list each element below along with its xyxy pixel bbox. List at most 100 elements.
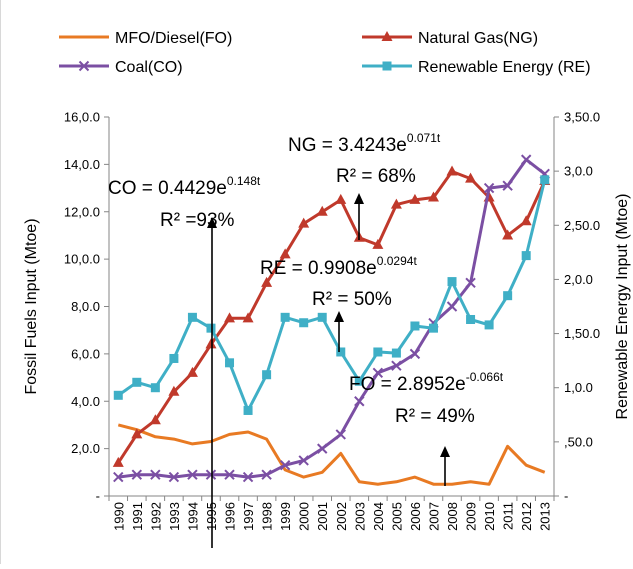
data-point xyxy=(299,318,309,328)
x-tick-label: 1991 xyxy=(130,502,145,531)
data-point xyxy=(520,215,532,226)
y-right-tick-label: ,50.0 xyxy=(564,434,593,449)
data-point xyxy=(521,251,531,261)
y-right-tick-label: - xyxy=(564,489,568,504)
series-0 xyxy=(117,423,546,486)
series-line xyxy=(117,423,546,486)
data-point xyxy=(373,347,383,357)
x-tick-label: 1990 xyxy=(111,502,126,531)
annotation-equation-exponent: 0.0294t xyxy=(377,254,418,268)
y-left-tick-label: 6,0.0 xyxy=(71,346,100,361)
series-layer xyxy=(112,154,551,486)
y-left-tick-label: 10,0.0 xyxy=(64,252,100,267)
data-point xyxy=(186,366,198,377)
y-right-tick-label: 1,0.0 xyxy=(564,380,593,395)
y-axis-right-title: Renewable Energy Input (Mtoe) xyxy=(614,194,631,420)
data-point xyxy=(372,367,384,379)
data-point xyxy=(466,314,476,324)
x-tick-label: 2010 xyxy=(482,502,497,531)
y-left-tick-label: 14,0.0 xyxy=(64,157,100,172)
annotation-arrow-head xyxy=(440,446,450,457)
series-3 xyxy=(113,175,550,415)
data-point xyxy=(280,312,290,322)
x-tick-label: 2013 xyxy=(538,502,553,531)
annotation-ng: NG = 3.4243e0.071t R² = 68% xyxy=(288,131,441,240)
annotation-equation-base: CO = 0.4429e xyxy=(108,178,227,199)
data-point xyxy=(428,323,438,333)
data-point xyxy=(391,360,402,371)
y-left-tick-label: 4,0.0 xyxy=(71,394,100,409)
data-point xyxy=(187,469,198,480)
data-point xyxy=(409,348,421,360)
y-left-tick-label: 2,0.0 xyxy=(71,441,100,456)
data-point xyxy=(465,277,476,289)
series-line xyxy=(118,158,546,479)
annotation-equation: CO = 0.4429e0.148t xyxy=(108,174,261,199)
annotation-r-squared: R² = 49% xyxy=(395,406,475,427)
annotation-equation: FO = 2.8952e-0.066t xyxy=(349,370,504,395)
data-point xyxy=(168,385,180,396)
data-point xyxy=(169,353,179,363)
annotation-equation-base: NG = 3.4243e xyxy=(288,135,407,156)
data-point xyxy=(262,370,272,380)
data-point xyxy=(390,198,402,209)
y-right-tick-label: 3,0.0 xyxy=(564,164,593,179)
annotation-arrow-head xyxy=(207,217,217,228)
x-tick-label: 1996 xyxy=(223,502,238,531)
legend-item-3: Renewable Energy (RE) xyxy=(362,59,591,76)
data-point xyxy=(205,338,217,349)
data-point xyxy=(465,172,477,183)
data-point xyxy=(409,193,421,204)
annotation-equation-base: RE = 0.9908e xyxy=(260,258,377,279)
data-point xyxy=(540,175,550,185)
data-point xyxy=(261,276,273,287)
x-tick-label: 2000 xyxy=(297,502,312,531)
x-tick-label: 2002 xyxy=(334,502,349,531)
legend-label: Renewable Energy (RE) xyxy=(418,59,591,76)
data-point xyxy=(427,191,439,202)
annotation-equation-exponent: -0.066t xyxy=(466,370,504,384)
data-point xyxy=(335,429,346,440)
data-point xyxy=(150,383,160,393)
data-point xyxy=(261,469,272,480)
y-left-tick-label: 16,0.0 xyxy=(64,110,100,125)
x-tick-label: 1997 xyxy=(241,502,256,531)
y-left-tick-label: 12,0.0 xyxy=(64,204,100,219)
y-right-tick-label: 2,0.0 xyxy=(564,272,593,287)
y-left-tick-label: - xyxy=(96,489,100,504)
annotation-arrow-head xyxy=(354,193,364,204)
data-point xyxy=(131,469,143,480)
data-point xyxy=(150,469,161,480)
data-point xyxy=(279,459,291,471)
data-point xyxy=(224,469,235,480)
data-point xyxy=(187,312,197,322)
data-point xyxy=(242,471,254,483)
annotation-r-squared: R² = 50% xyxy=(312,289,392,310)
x-tick-label: 2005 xyxy=(389,502,404,531)
data-point xyxy=(316,205,328,216)
legend-item-1: Natural Gas(NG) xyxy=(362,30,538,47)
legend-item-0: MFO/Diesel(FO) xyxy=(59,30,232,47)
data-point xyxy=(446,165,458,176)
x-tick-label: 2003 xyxy=(352,502,367,531)
annotation-re: RE = 0.9908e0.0294t R² = 50% xyxy=(260,254,417,352)
data-point xyxy=(279,248,291,259)
data-point xyxy=(113,471,124,483)
y-left-tick-label: 8,0.0 xyxy=(71,299,100,314)
annotation-fo: FO = 2.8952e-0.066t R² = 49% xyxy=(349,370,504,486)
x-tick-label: 2009 xyxy=(464,502,479,531)
annotation-equation-exponent: 0.148t xyxy=(227,174,261,188)
data-point xyxy=(112,456,124,467)
y-right-tick-label: 2,50.0 xyxy=(564,218,600,233)
data-point xyxy=(206,323,216,333)
data-point xyxy=(520,154,532,165)
data-point xyxy=(336,347,346,357)
data-point xyxy=(503,291,513,301)
y-right-tick-label: 1,50.0 xyxy=(564,326,600,341)
x-tick-label: 1993 xyxy=(167,502,182,531)
data-point xyxy=(410,321,420,331)
data-point xyxy=(242,312,254,323)
x-tick-label: 2011 xyxy=(501,502,516,530)
